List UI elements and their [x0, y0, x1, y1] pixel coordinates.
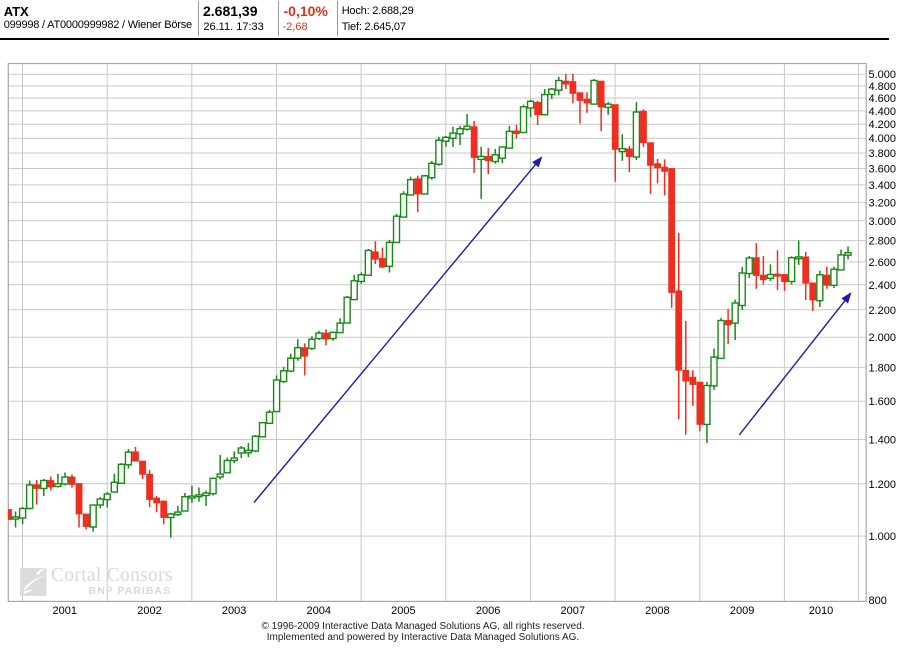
- svg-text:1.200: 1.200: [869, 479, 897, 491]
- svg-text:2007: 2007: [561, 605, 585, 617]
- svg-text:2002: 2002: [137, 605, 161, 617]
- svg-text:4.400: 4.400: [869, 106, 897, 118]
- svg-text:4.200: 4.200: [869, 119, 897, 131]
- svg-text:3.600: 3.600: [869, 164, 897, 176]
- svg-text:2.600: 2.600: [869, 257, 897, 269]
- svg-text:2003: 2003: [222, 605, 246, 617]
- svg-text:2005: 2005: [391, 605, 415, 617]
- svg-text:2006: 2006: [476, 605, 500, 617]
- svg-text:5.000: 5.000: [869, 69, 897, 81]
- svg-text:3.400: 3.400: [869, 180, 897, 192]
- svg-text:1.600: 1.600: [869, 396, 897, 408]
- svg-text:2.200: 2.200: [869, 305, 897, 317]
- svg-text:3.000: 3.000: [869, 216, 897, 228]
- svg-text:2.000: 2.000: [869, 332, 897, 344]
- svg-text:2008: 2008: [645, 605, 669, 617]
- svg-text:4.000: 4.000: [869, 133, 897, 145]
- svg-text:4.800: 4.800: [869, 81, 897, 93]
- svg-text:1.400: 1.400: [869, 435, 897, 447]
- svg-text:2.400: 2.400: [869, 280, 897, 292]
- svg-text:3.200: 3.200: [869, 197, 897, 209]
- svg-text:2001: 2001: [53, 605, 77, 617]
- svg-text:2.800: 2.800: [869, 236, 897, 248]
- svg-text:3.800: 3.800: [869, 148, 897, 160]
- svg-text:© 1996-2009 Interactive Data M: © 1996-2009 Interactive Data Managed Sol…: [261, 621, 584, 632]
- svg-text:4.600: 4.600: [869, 93, 897, 105]
- svg-text:2009: 2009: [730, 605, 754, 617]
- svg-text:2004: 2004: [307, 605, 331, 617]
- svg-text:Implemented and powered by Int: Implemented and powered by Interactive D…: [267, 632, 579, 643]
- svg-text:1.000: 1.000: [869, 531, 897, 543]
- svg-text:BNP PARIBAS: BNP PARIBAS: [89, 585, 171, 597]
- svg-text:2010: 2010: [809, 605, 833, 617]
- svg-text:Cortal Consors: Cortal Consors: [51, 565, 173, 586]
- svg-text:800: 800: [869, 595, 887, 607]
- svg-text:1.800: 1.800: [869, 362, 897, 374]
